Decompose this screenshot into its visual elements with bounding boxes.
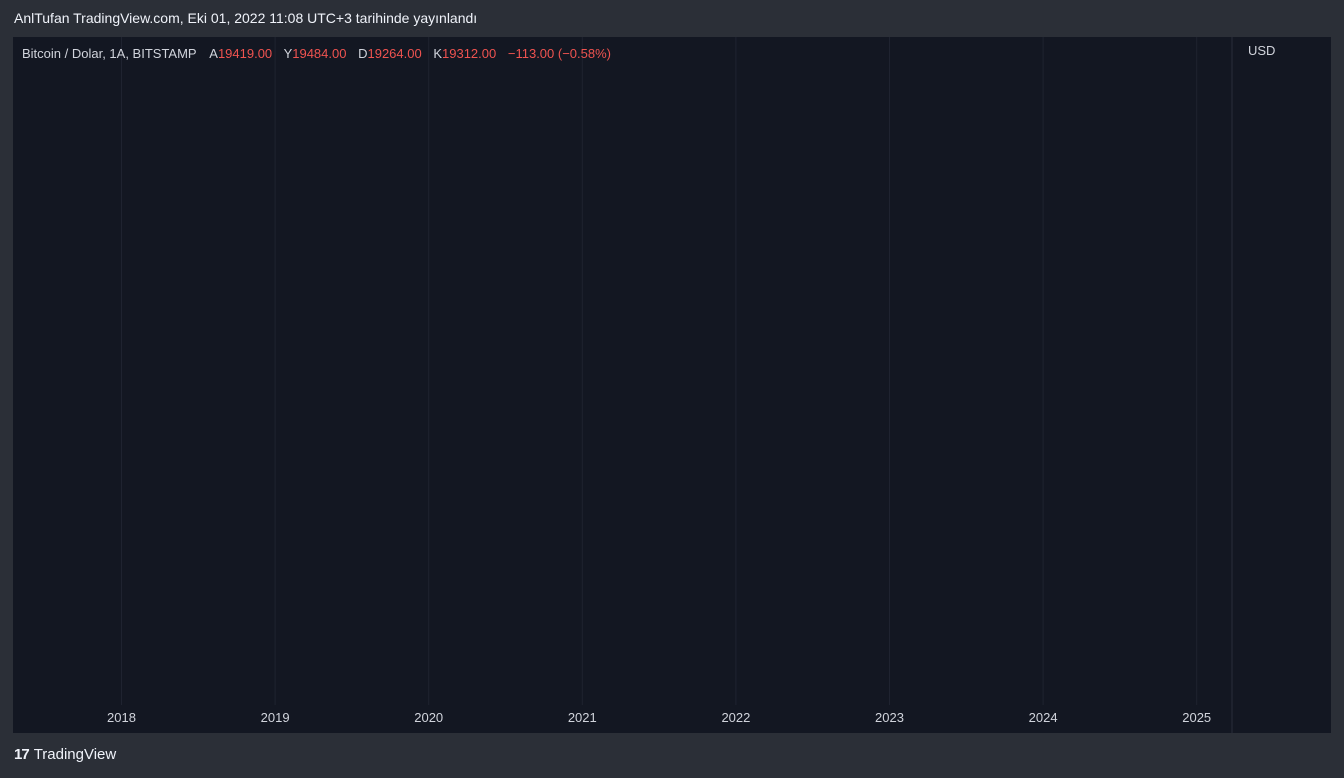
publication-header: AnlTufan TradingView.com, Eki 01, 2022 1… [14,10,478,26]
low-value: 19264.00 [367,46,421,61]
symbol-title: Bitcoin / Dolar, 1A, BITSTAMP [22,46,196,61]
change-value: −113.00 (−0.58%) [508,46,611,61]
close-value: 19312.00 [442,46,496,61]
time-tick-label: 2025 [1182,710,1211,725]
time-tick-label: 2021 [568,710,597,725]
symbol-legend: Bitcoin / Dolar, 1A, BITSTAMP A19419.00 … [22,46,611,61]
time-axis: 2018 2019 2020 2021 2022 2023 2024 2025 [107,710,1211,725]
tradingview-logo-text: TradingView [33,746,117,763]
grid [121,37,1233,733]
open-label: A [209,46,218,61]
currency-label: USD [1248,43,1275,58]
time-tick-label: 2018 [107,710,136,725]
svg-text:Bitcoin / Dolar, 1A, BITSTAMP: Bitcoin / Dolar, 1A, BITSTAMP A19419.00 … [22,46,611,61]
chart-frame [13,37,1331,733]
high-value: 19484.00 [292,46,346,61]
tradingview-logo-icon: 17 [14,746,30,763]
time-tick-label: 2022 [721,710,750,725]
low-label: D [358,46,367,61]
open-value: 19419.00 [218,46,272,61]
high-label: Y [284,46,293,61]
close-label: K [433,46,442,61]
time-tick-label: 2023 [875,710,904,725]
tradingview-logo[interactable]: 17 TradingView [14,746,116,763]
time-tick-label: 2024 [1029,710,1058,725]
time-tick-label: 2019 [261,710,290,725]
time-tick-label: 2020 [414,710,443,725]
